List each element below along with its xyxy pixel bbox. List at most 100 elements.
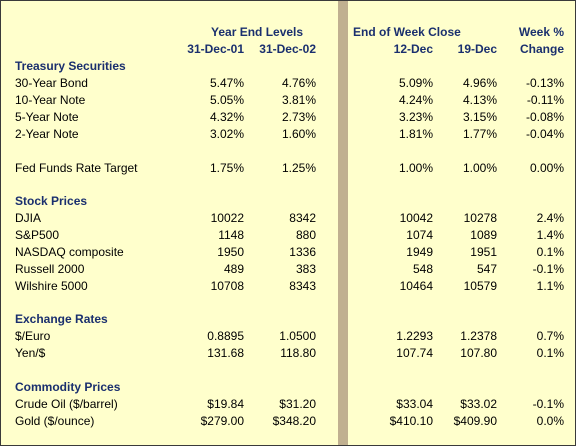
row-label: 2-Year Note [15,127,79,141]
val-change: -0.1% [532,262,564,276]
header-row-2: 31-Dec-01 31-Dec-02 12-Dec 19-Dec Change [1,41,575,58]
val-12dec: 10464 [399,279,433,293]
val-19dec: 4.96% [462,76,497,90]
row-label: $/Euro [15,329,51,343]
col-header-12dec: 12-Dec [393,42,433,56]
table-row: Russell 2000 489 383 548 547 -0.1% [1,261,575,278]
row-label: Fed Funds Rate Target [15,161,138,175]
table-row: Gold ($/ounce) $279.00 $348.20 $410.10 $409.… [1,413,575,430]
val-12dec: 1949 [406,245,433,259]
val-dec01: 5.05% [209,93,244,107]
row-label: 30-Year Bond [15,76,88,90]
table-row: S&P500 1148 880 1074 1089 1.4% [1,227,575,244]
val-19dec: 10579 [463,279,497,293]
val-19dec: $409.90 [453,414,497,428]
val-12dec: 107.74 [396,346,433,360]
val-change: -0.1% [532,397,564,411]
val-dec01: $19.84 [207,397,244,411]
val-12dec: 10042 [399,211,433,225]
val-dec02: 118.80 [280,346,316,360]
val-12dec: 3.23% [398,110,433,124]
row-label: 5-Year Note [15,110,79,124]
table-row: $/Euro 0.8895 1.0500 1.2293 1.2378 0.7% [1,328,575,345]
val-dec02: 8343 [289,279,316,293]
val-12dec: 548 [412,262,433,276]
section-header-treasury: Treasury Securities [1,58,575,75]
end-of-week-header: End of Week Close [353,25,461,39]
table-row: Wilshire 5000 10708 8343 10464 10579 1.1% [1,278,575,295]
section-header-stocks: Stock Prices [1,193,575,210]
val-dec01: 4.32% [209,110,244,124]
val-change: 1.4% [536,228,564,242]
table-row: DJIA 10022 8342 10042 10278 2.4% [1,210,575,227]
val-12dec: 4.24% [398,93,433,107]
row-label: Russell 2000 [15,262,85,276]
table-row: 10-Year Note 5.05% 3.81% 4.24% 4.13% -0.11% [1,92,575,109]
val-19dec: 3.15% [462,110,497,124]
val-change: 0.1% [536,245,564,259]
val-dec01: 1950 [217,245,244,259]
val-change: -0.11% [526,93,564,107]
val-dec02: 3.81% [281,93,316,107]
val-12dec: $410.10 [389,414,433,428]
val-19dec: 1.2378 [460,329,497,343]
row-label: Yen/$ [15,346,46,360]
val-dec01: 131.68 [207,346,244,360]
table-row: Crude Oil ($/barrel) $19.84 $31.20 $33.04 $3… [1,396,575,413]
val-19dec: 1.77% [462,127,497,141]
val-dec02: $31.20 [279,397,316,411]
val-change: 0.7% [536,329,564,343]
header-row-1: Year End Levels End of Week Close Week % [1,24,575,41]
col-header-change: Change [519,42,564,56]
val-19dec: 1089 [470,228,497,242]
val-change: -0.04% [525,127,564,141]
col-header-dec02: 31-Dec-02 [259,42,316,56]
table-row: Yen/$ 131.68 118.80 107.74 107.80 0.1% [1,345,575,362]
val-12dec: 1.2293 [396,329,433,343]
val-19dec: 4.13% [462,93,497,107]
col-header-19dec: 19-Dec [457,42,497,56]
val-change: 2.4% [536,211,564,225]
section-title: Treasury Securities [15,59,126,73]
row-label: 10-Year Note [15,93,86,107]
section-title: Commodity Prices [15,380,121,394]
val-dec02: 1.25% [281,161,316,175]
table-row: 5-Year Note 4.32% 2.73% 3.23% 3.15% -0.08% [1,109,575,126]
section-header-commodities: Commodity Prices [1,379,575,396]
row-label: Wilshire 5000 [15,279,88,293]
val-19dec: 1.00% [462,161,497,175]
table-row: NASDAQ composite 1950 1336 1949 1951 0.1% [1,244,575,261]
section-title: Exchange Rates [15,312,108,326]
val-dec01: 5.47% [209,76,244,90]
val-dec01: 10708 [210,279,244,293]
val-dec02: $348.20 [272,414,316,428]
section-title: Stock Prices [15,194,88,208]
table-row: 2-Year Note 3.02% 1.60% 1.81% 1.77% -0.04% [1,126,575,143]
val-dec02: 1.60% [281,127,316,141]
val-12dec: 5.09% [398,76,433,90]
val-12dec: 1.00% [398,161,433,175]
val-dec02: 383 [295,262,316,276]
val-19dec: 107.80 [460,346,497,360]
val-12dec: 1074 [406,228,433,242]
val-dec01: 3.02% [209,127,244,141]
col-header-dec01: 31-Dec-01 [187,42,244,56]
val-dec01: 489 [223,262,244,276]
val-dec01: 1.75% [209,161,244,175]
val-dec02: 880 [295,228,316,242]
row-label: DJIA [15,211,42,225]
val-dec01: 1148 [218,228,244,242]
val-12dec: $33.04 [396,397,433,411]
val-change: -0.08% [525,110,564,124]
val-19dec: 10278 [463,211,497,225]
val-dec01: $279.00 [200,414,244,428]
val-12dec: 1.81% [398,127,433,141]
val-dec02: 1.0500 [279,329,316,343]
val-dec01: 10022 [210,211,244,225]
val-change: 0.00% [529,161,564,175]
val-change: 1.1% [536,279,564,293]
val-19dec: 547 [476,262,497,276]
val-dec02: 1336 [289,245,316,259]
val-change: 0.1% [536,346,564,360]
val-change: -0.13% [525,76,564,90]
